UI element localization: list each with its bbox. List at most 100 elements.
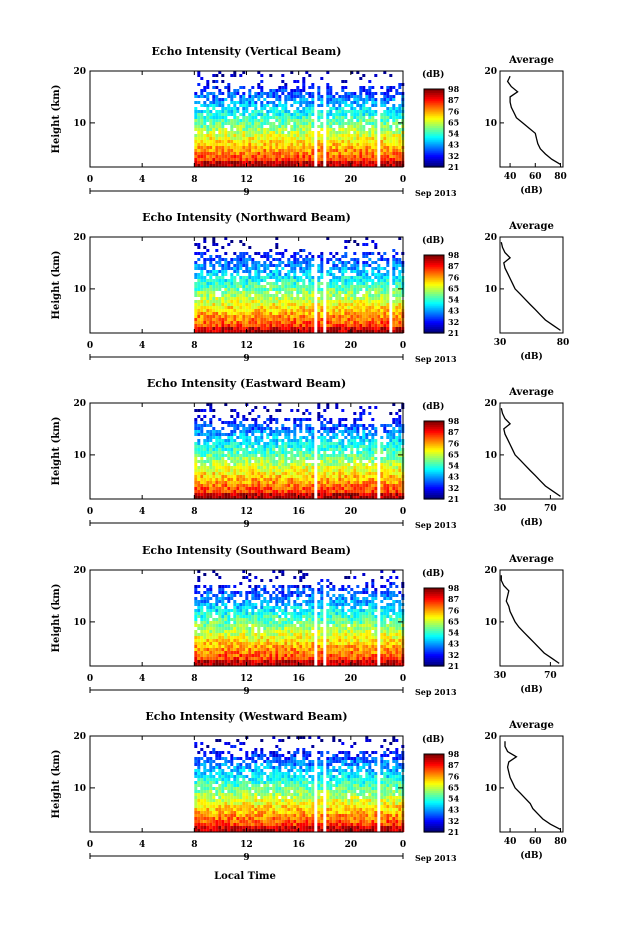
- day-label: 9: [243, 354, 249, 364]
- heatmap-cell: [392, 116, 395, 119]
- heatmap-cell: [308, 122, 311, 125]
- heatmap-cell: [359, 140, 362, 143]
- colorbar-unit: (dB): [422, 69, 444, 80]
- heatmap-cell: [293, 98, 296, 101]
- heatmap-cell: [380, 424, 383, 427]
- heatmap-cell: [386, 454, 389, 457]
- heatmap-cell: [197, 140, 200, 143]
- heatmap-cell: [302, 457, 305, 460]
- heatmap-cell: [341, 327, 344, 330]
- heatmap-cell: [383, 119, 386, 122]
- heatmap-cell: [272, 300, 275, 303]
- heatmap-cell: [398, 149, 401, 152]
- heatmap-cell: [320, 309, 323, 312]
- heatmap-cell: [332, 427, 335, 430]
- heatmap-cell: [350, 285, 353, 288]
- heatmap-cell: [197, 306, 200, 309]
- heatmap-cell: [278, 430, 281, 433]
- heatmap-cell: [359, 98, 362, 101]
- heatmap-cell: [275, 113, 278, 116]
- heatmap-cell: [353, 484, 356, 487]
- heatmap-cell: [320, 122, 323, 125]
- heatmap-cell: [317, 146, 320, 149]
- heatmap-cell: [218, 439, 221, 442]
- heatmap-cell: [218, 279, 221, 282]
- heatmap-cell: [347, 315, 350, 318]
- heatmap-cell: [278, 110, 281, 113]
- heatmap-cell: [200, 424, 203, 427]
- heatmap-cell: [350, 291, 353, 294]
- heatmap-cell: [197, 484, 200, 487]
- heatmap-cell: [368, 95, 371, 98]
- heatmap-cell: [242, 490, 245, 493]
- heatmap-cell: [368, 134, 371, 137]
- heatmap-cell: [242, 424, 245, 427]
- heatmap-cell: [257, 297, 260, 300]
- heatmap-cell: [350, 475, 353, 478]
- heatmap-cell: [365, 98, 368, 101]
- heatmap-cell: [245, 279, 248, 282]
- heatmap-cell: [269, 270, 272, 273]
- heatmap-cell: [383, 303, 386, 306]
- heatmap-cell: [200, 125, 203, 128]
- heatmap-cell: [278, 306, 281, 309]
- heatmap-cell: [338, 149, 341, 152]
- heatmap-cell: [224, 493, 227, 496]
- heatmap-cell: [245, 137, 248, 140]
- heatmap-cell: [341, 451, 344, 454]
- heatmap-cell: [230, 155, 233, 158]
- heatmap-cell: [245, 303, 248, 306]
- heatmap-cell: [272, 490, 275, 493]
- heatmap-cell: [395, 448, 398, 451]
- heatmap-cell: [356, 261, 359, 264]
- heatmap-cell: [356, 469, 359, 472]
- heatmap-cell: [338, 285, 341, 288]
- heatmap-cell: [395, 110, 398, 113]
- heatmap-cell: [215, 451, 218, 454]
- heatmap-cell: [326, 463, 329, 466]
- heatmap-cell: [308, 107, 311, 110]
- heatmap-cell: [365, 448, 368, 451]
- heatmap-cell: [353, 472, 356, 475]
- heatmap-cell: [254, 122, 257, 125]
- heatmap-cell: [311, 463, 314, 466]
- heatmap-cell: [329, 101, 332, 104]
- heatmap-cell: [296, 279, 299, 282]
- heatmap-cell: [239, 445, 242, 448]
- heatmap-cell: [278, 297, 281, 300]
- heatmap-cell: [221, 107, 224, 110]
- heatmap-cell: [218, 442, 221, 445]
- heatmap-cell: [209, 288, 212, 291]
- heatmap-cell: [383, 104, 386, 107]
- heatmap-cell: [380, 276, 383, 279]
- heatmap-cell: [296, 264, 299, 267]
- heatmap-cell: [362, 267, 365, 270]
- heatmap-cell: [281, 107, 284, 110]
- heatmap-cell: [275, 445, 278, 448]
- heatmap-cell: [380, 291, 383, 294]
- heatmap-cell: [308, 487, 311, 490]
- heatmap-cell: [326, 484, 329, 487]
- heatmap-cell: [326, 439, 329, 442]
- heatmap-cell: [284, 484, 287, 487]
- heatmap-cell: [206, 119, 209, 122]
- heatmap-cell: [305, 418, 308, 421]
- heatmap-cell: [221, 487, 224, 490]
- heatmap-cell: [260, 140, 263, 143]
- heatmap-cell: [278, 104, 281, 107]
- heatmap-cell: [362, 252, 365, 255]
- heatmap-cell: [224, 273, 227, 276]
- heatmap-cell: [311, 155, 314, 158]
- heatmap-cell: [353, 312, 356, 315]
- heatmap-cell: [221, 300, 224, 303]
- heatmap-cell: [257, 279, 260, 282]
- heatmap-cell: [242, 146, 245, 149]
- heatmap-cell: [380, 86, 383, 89]
- heatmap-cell: [302, 300, 305, 303]
- heatmap-cell: [239, 466, 242, 469]
- heatmap-cell: [287, 152, 290, 155]
- heatmap-cell: [287, 149, 290, 152]
- heatmap-cell: [194, 457, 197, 460]
- heatmap-cell: [350, 466, 353, 469]
- heatmap-cell: [338, 460, 341, 463]
